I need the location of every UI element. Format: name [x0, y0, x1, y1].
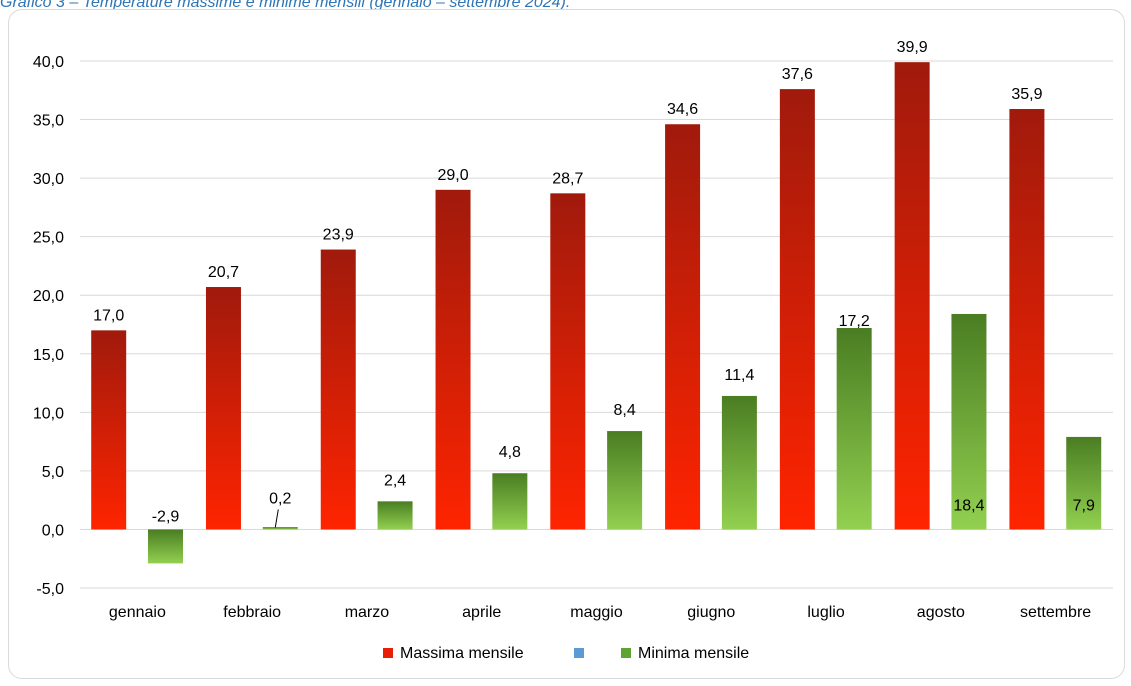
- y-tick-label: 20,0: [33, 288, 64, 305]
- data-label-max-aprile: 29,0: [437, 167, 468, 184]
- data-label-max-febbraio: 20,7: [208, 264, 239, 281]
- x-tick-label-febbraio: febbraio: [223, 604, 281, 621]
- data-label-min-gennaio: -2,9: [152, 508, 180, 525]
- legend-swatch: [383, 648, 393, 658]
- data-label-min-maggio: 8,4: [613, 402, 635, 419]
- bar-min-aprile: [492, 473, 528, 530]
- data-label-max-giugno: 34,6: [667, 101, 698, 118]
- x-tick-label-marzo: marzo: [345, 604, 390, 621]
- bar-min-agosto: [951, 313, 987, 530]
- y-tick-label: 30,0: [33, 171, 64, 188]
- bar-min-maggio: [607, 431, 643, 530]
- data-label-min-giugno: 11,4: [724, 367, 754, 384]
- data-label-max-maggio: 28,7: [552, 170, 583, 187]
- bar-max-febbraio: [205, 287, 241, 530]
- data-label-max-marzo: 23,9: [323, 227, 354, 244]
- x-tick-label-maggio: maggio: [570, 604, 623, 621]
- x-tick-label-gennaio: gennaio: [109, 604, 166, 621]
- bar-max-gennaio: [91, 330, 127, 530]
- bar-min-gennaio: [148, 529, 184, 564]
- data-label-max-luglio: 37,6: [782, 66, 813, 83]
- x-tick-label-luglio: luglio: [807, 604, 844, 621]
- x-tick-label-aprile: aprile: [462, 604, 501, 621]
- chart-caption: Grafico 3 – Temperature massime e minime…: [0, 0, 571, 11]
- bar-max-settembre: [1009, 109, 1045, 530]
- data-label-min-luglio: 17,2: [839, 313, 870, 330]
- bar-min-giugno: [721, 395, 757, 530]
- y-tick-label: 25,0: [33, 230, 64, 247]
- bar-max-aprile: [435, 189, 471, 530]
- data-label-min-settembre: 7,9: [1073, 497, 1095, 514]
- data-label-min-aprile: 4,8: [499, 444, 521, 461]
- bar-max-luglio: [779, 89, 815, 530]
- legend-label: Minima mensile: [638, 645, 749, 662]
- y-tick-label: -5,0: [36, 581, 64, 598]
- data-label-max-gennaio: 17,0: [93, 307, 124, 324]
- bar-max-agosto: [894, 62, 930, 530]
- x-tick-label-agosto: agosto: [917, 604, 965, 621]
- data-label-min-marzo: 2,4: [384, 472, 406, 489]
- y-tick-label: 5,0: [42, 464, 64, 481]
- bar-max-maggio: [550, 193, 586, 530]
- y-tick-label: 10,0: [33, 405, 64, 422]
- data-label-min-febbraio: 0,2: [269, 490, 291, 507]
- data-label-max-agosto: 39,9: [897, 39, 928, 56]
- bar-max-giugno: [665, 124, 701, 530]
- bar-max-marzo: [320, 249, 356, 530]
- legend-swatch: [574, 648, 584, 658]
- bar-min-settembre: [1066, 436, 1102, 530]
- legend-label: Massima mensile: [400, 645, 524, 662]
- bar-min-febbraio: [262, 527, 298, 530]
- x-tick-label-settembre: settembre: [1020, 604, 1091, 621]
- x-tick-label-giugno: giugno: [687, 604, 735, 621]
- y-tick-label: 0,0: [42, 522, 64, 539]
- data-label-min-agosto: 18,4: [953, 497, 984, 514]
- data-label-max-settembre: 35,9: [1011, 86, 1042, 103]
- y-tick-label: 15,0: [33, 347, 64, 364]
- y-tick-label: 40,0: [33, 54, 64, 71]
- leader-line: [274, 509, 279, 528]
- bar-min-luglio: [836, 328, 872, 530]
- y-tick-label: 35,0: [33, 113, 64, 130]
- bar-min-marzo: [377, 501, 413, 530]
- legend-swatch: [621, 648, 631, 658]
